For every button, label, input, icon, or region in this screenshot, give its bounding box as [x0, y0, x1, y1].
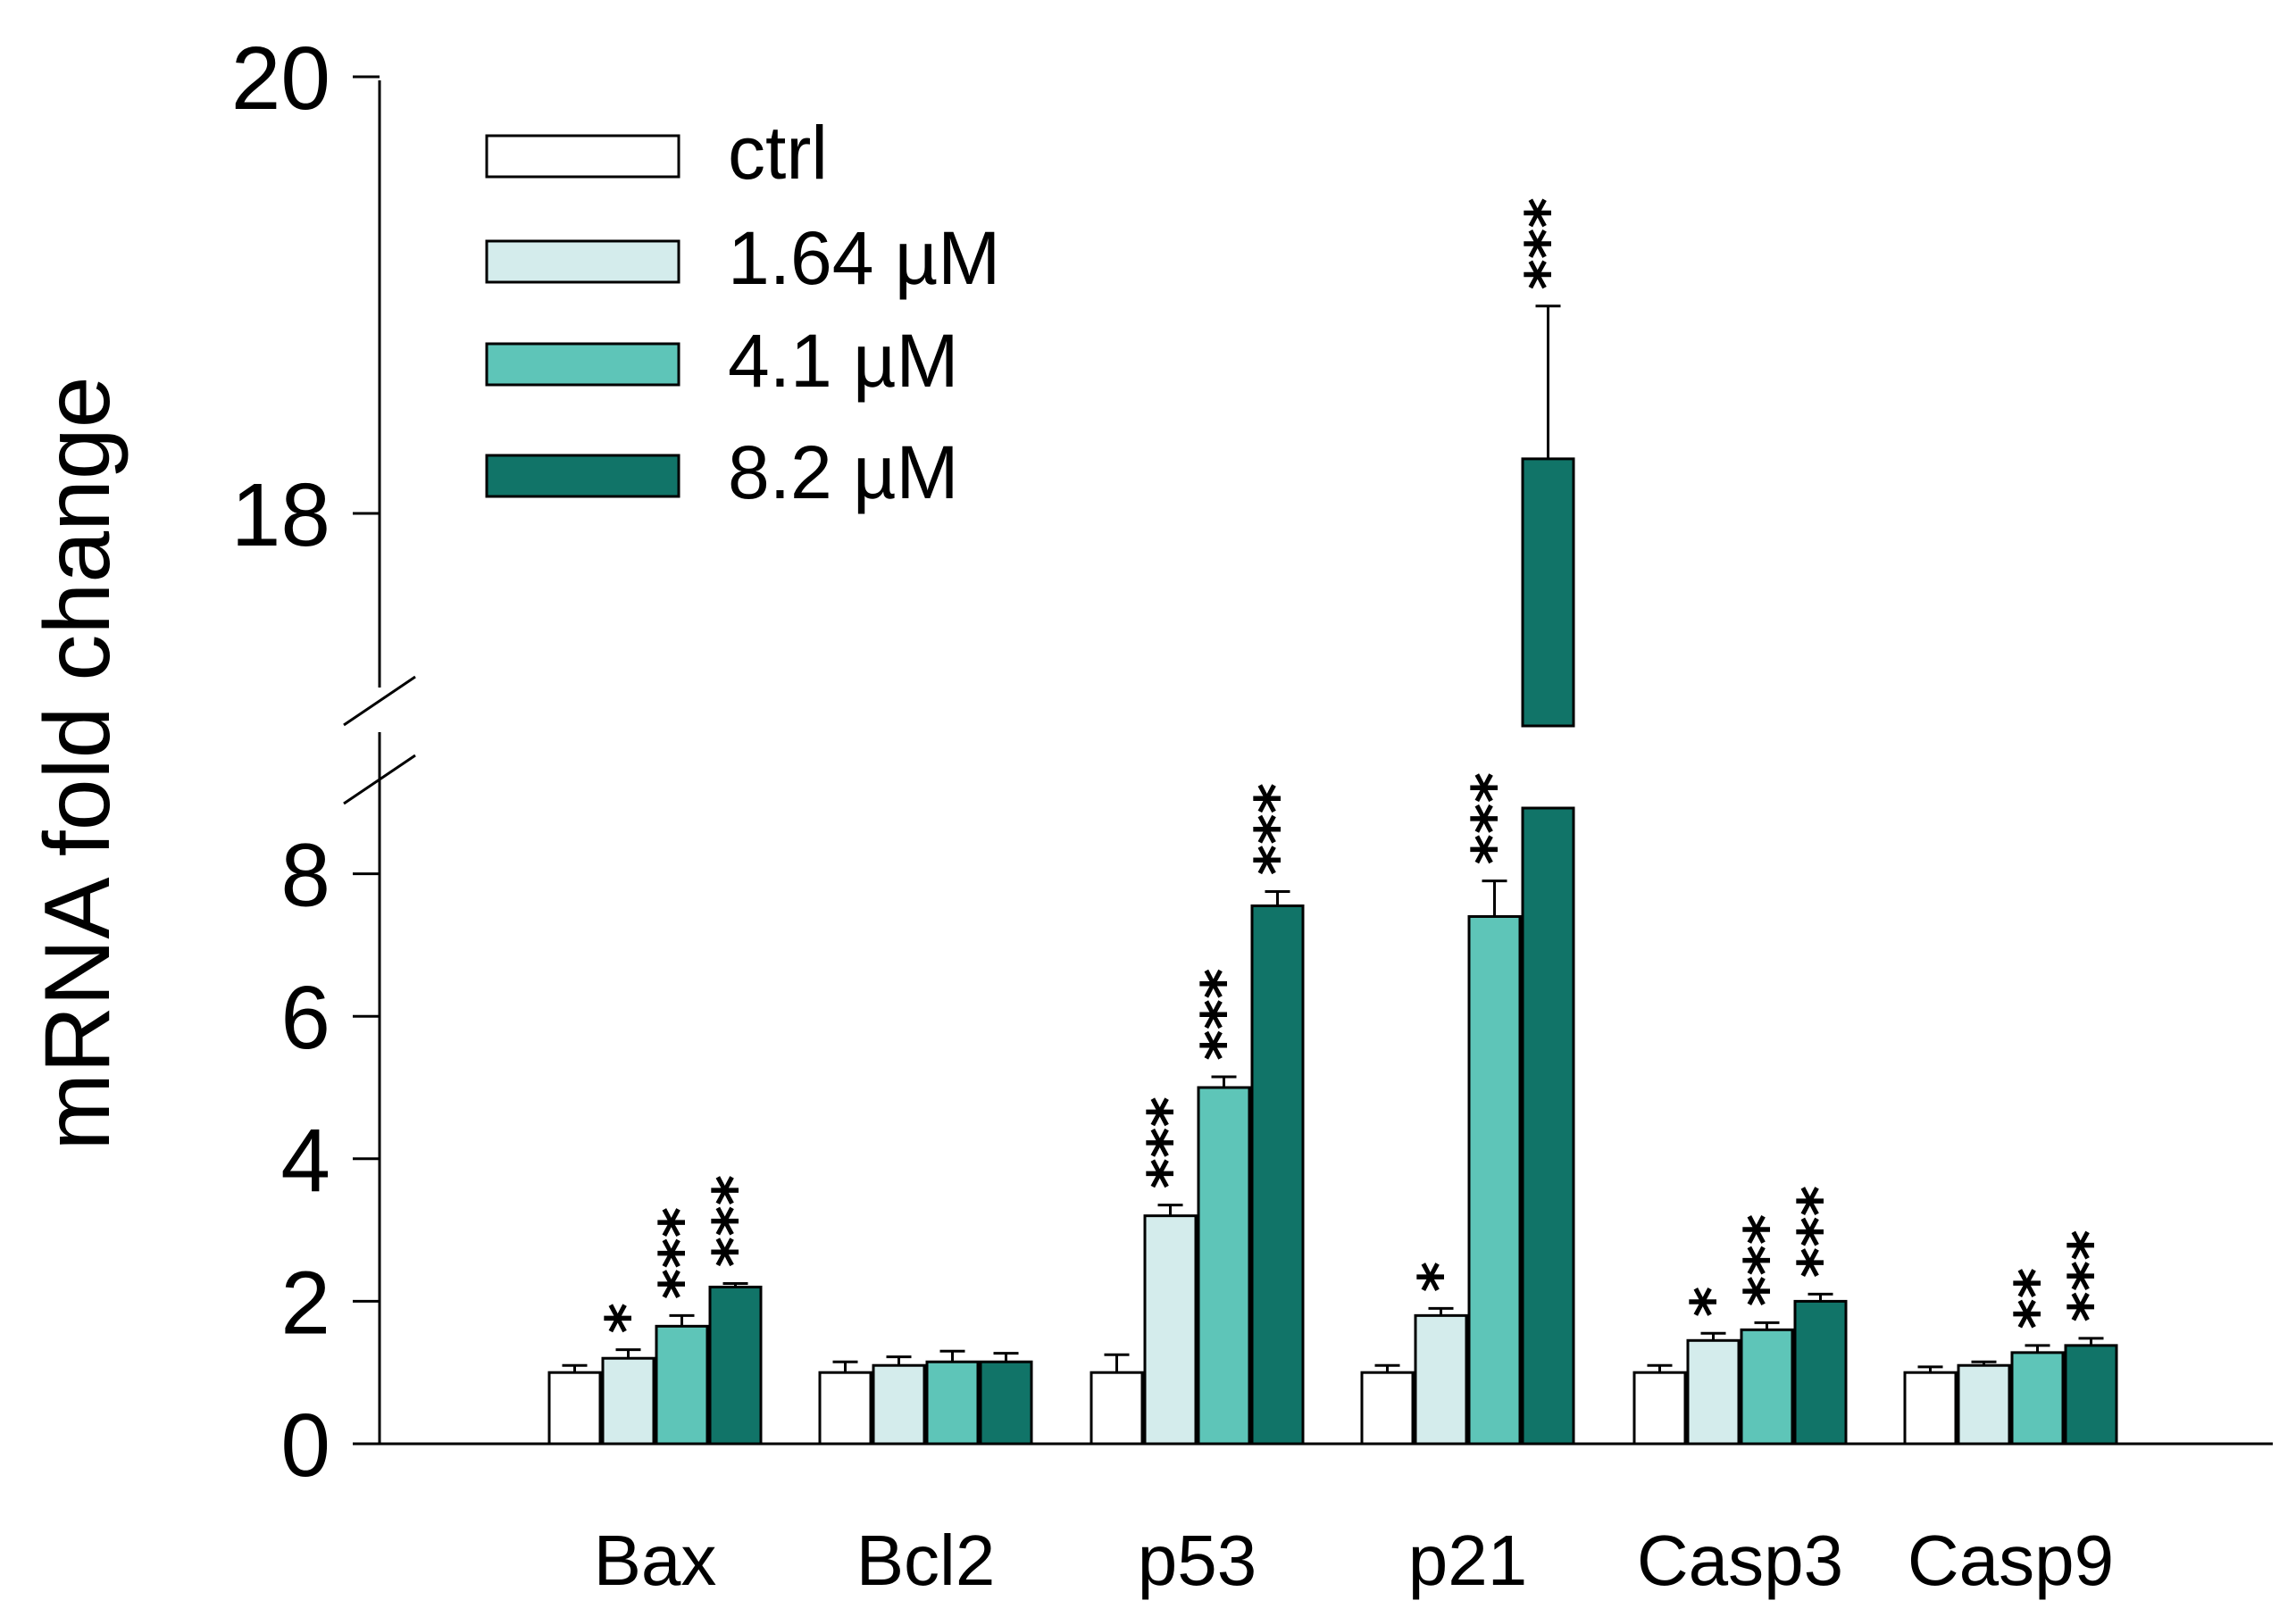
- bar: [1250, 904, 1305, 1446]
- bar: [818, 1371, 872, 1446]
- bar: [1740, 1328, 1794, 1446]
- bar: [872, 1363, 926, 1446]
- bar: [1521, 806, 1575, 1446]
- bar: [708, 1285, 763, 1446]
- bar: [1793, 1299, 1848, 1446]
- significance-marker: ***: [1136, 1096, 1205, 1189]
- bar: [2010, 1351, 2065, 1446]
- legend-swatch: [485, 342, 680, 387]
- significance-marker: ***: [1786, 1186, 1855, 1279]
- bar: [655, 1324, 709, 1446]
- y-tick-label: 20: [231, 29, 330, 129]
- legend-label: ctrl: [728, 111, 828, 195]
- significance-marker: ***: [647, 1207, 716, 1300]
- axis-break-mark-lower: [343, 754, 416, 805]
- bar: [979, 1360, 1033, 1446]
- legend-label: 4.1 µM: [728, 319, 958, 403]
- bar: [2064, 1344, 2118, 1446]
- bar: [1143, 1214, 1198, 1446]
- y-tick-label: 4: [280, 1111, 330, 1211]
- bar: [925, 1360, 980, 1446]
- x-tick-label: Bax: [594, 1521, 717, 1600]
- x-tick-label: Casp3: [1637, 1521, 1843, 1600]
- significance-marker: *: [594, 1303, 663, 1334]
- legend-label: 8.2 µM: [728, 430, 958, 514]
- significance-marker: **: [2003, 1268, 2072, 1329]
- legend-swatch: [485, 239, 680, 284]
- y-tick-label: 18: [231, 465, 330, 565]
- x-tick-label: Bcl2: [856, 1521, 996, 1600]
- bar: [1903, 1371, 1958, 1446]
- legend-swatch: [485, 134, 680, 179]
- bar: [1632, 1371, 1687, 1446]
- significance-marker: *: [1679, 1287, 1748, 1318]
- legend-swatch: [485, 454, 680, 498]
- bar-upper: [1521, 457, 1575, 728]
- bar: [1414, 1313, 1468, 1446]
- significance-marker: ***: [1243, 783, 1312, 876]
- bar: [1686, 1338, 1741, 1446]
- x-tick-label: p21: [1408, 1521, 1527, 1600]
- significance-marker: *: [1407, 1262, 1475, 1293]
- significance-marker: ***: [1732, 1214, 1801, 1307]
- bar: [1957, 1363, 2011, 1446]
- y-tick-label: 2: [280, 1253, 330, 1353]
- bar: [1360, 1371, 1415, 1446]
- axis-break-mark-upper: [343, 675, 416, 727]
- y-axis-label: mRNA fold change: [26, 376, 129, 1150]
- y-tick-label: 8: [280, 826, 330, 926]
- x-tick-label: p53: [1138, 1521, 1257, 1600]
- bars: *******Bax Bcl2*********p53*******p21****…: [547, 197, 2125, 1600]
- bar: [547, 1371, 602, 1446]
- significance-marker: ***: [701, 1175, 770, 1268]
- bar: [1467, 914, 1522, 1446]
- significance-marker: ***: [1514, 197, 1582, 290]
- significance-marker: ***: [2057, 1229, 2125, 1322]
- y-tick-label: 0: [280, 1396, 330, 1496]
- significance-marker: ***: [1460, 772, 1529, 865]
- bar: [1197, 1086, 1251, 1446]
- y-tick-label: 6: [280, 968, 330, 1068]
- legend-label: 1.64 µM: [728, 216, 1000, 300]
- significance-marker: ***: [1190, 968, 1258, 1061]
- axes: 0 2 4 6 8 18 20: [231, 29, 2273, 1496]
- x-tick-label: Casp9: [1908, 1521, 2114, 1600]
- legend: ctrl 1.64 µM 4.1 µM 8.2 µM: [485, 111, 1000, 514]
- bar: [601, 1356, 655, 1446]
- bar: [1090, 1371, 1144, 1446]
